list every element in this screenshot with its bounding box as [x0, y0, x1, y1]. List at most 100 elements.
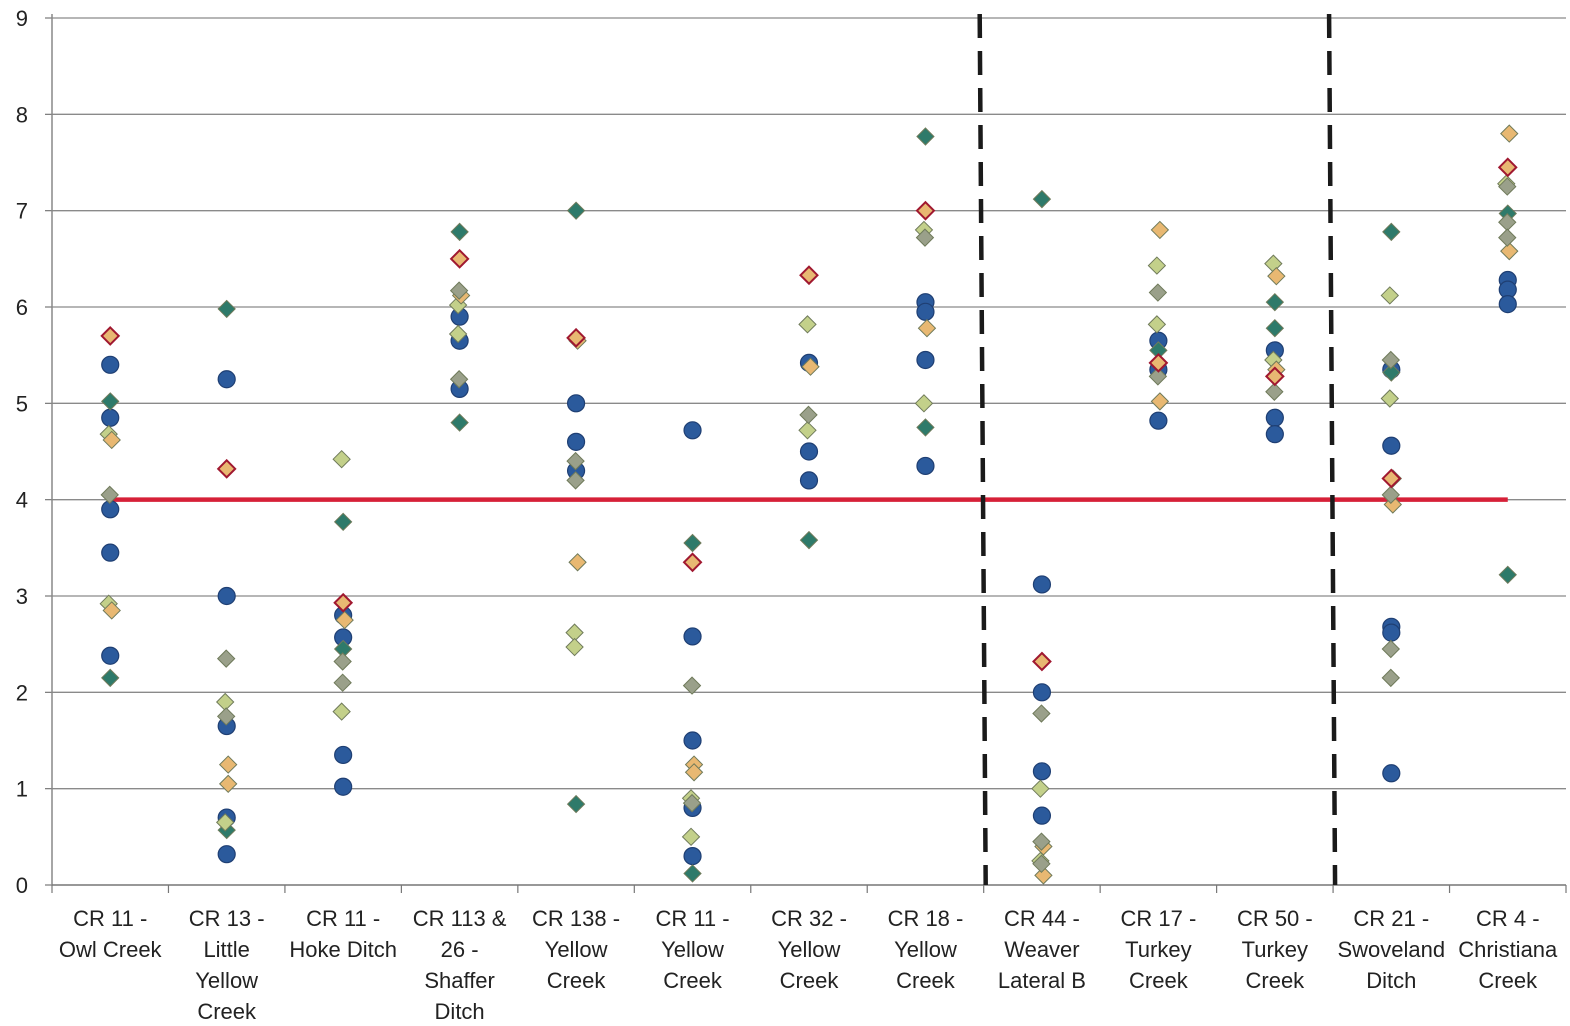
circle-point	[334, 745, 353, 765]
x-category-label: CR 32 - Yellow Creek	[771, 906, 847, 993]
diamond-point	[216, 458, 237, 479]
y-tick-label: 4	[16, 488, 28, 513]
y-axis: 0 1 2 3 4 5 6 7 8 9	[16, 6, 53, 898]
circle-point	[101, 543, 120, 562]
diamond-point	[799, 530, 819, 550]
y-tick-label: 3	[16, 584, 28, 609]
y-tick-label: 5	[16, 391, 28, 416]
circle-point	[334, 777, 353, 796]
diamond-point	[215, 692, 235, 712]
diamond-point	[333, 673, 352, 692]
x-category-label-line: Little	[203, 937, 249, 962]
x-axis: CR 11 - Owl Creek CR 13 - Little Yellow Creek…	[51, 884, 1567, 1024]
diamond-point	[100, 325, 121, 346]
diamond-point	[217, 299, 236, 319]
diamond-point	[799, 405, 818, 425]
group-separator-line	[1326, 13, 1338, 886]
circle-point	[683, 421, 702, 440]
group-separators	[977, 13, 1338, 886]
diamond-point	[682, 676, 702, 695]
circle-point	[101, 646, 120, 665]
circle-point	[1382, 436, 1401, 455]
diamond-point	[566, 327, 586, 348]
diamond-point	[1150, 392, 1170, 411]
y-tick-label: 9	[16, 6, 28, 31]
diamond-point	[1148, 352, 1169, 373]
diamond-point	[1032, 189, 1052, 209]
x-category-label-line: Christiana	[1458, 937, 1558, 962]
diamond-point	[917, 318, 937, 338]
diamond-point	[449, 248, 470, 269]
diamond-point	[1264, 366, 1285, 387]
diamond-point	[333, 512, 353, 532]
diamond-point	[218, 755, 238, 774]
diamond-point	[1267, 266, 1286, 286]
diamond-point	[1381, 668, 1401, 688]
x-category-label: CR 11 - Owl Creek	[59, 906, 163, 962]
x-category-label-line: Turkey	[1125, 937, 1191, 962]
circle-point	[1149, 411, 1168, 430]
diamond-point	[102, 430, 121, 450]
diamond-point	[1032, 832, 1051, 851]
diamond-point	[1265, 292, 1285, 312]
x-category-label-line: Hoke Ditch	[289, 937, 397, 962]
diamond-point	[332, 449, 351, 469]
x-category-label-line: Shaffer	[424, 968, 495, 993]
diamond-point	[1500, 241, 1519, 261]
diamond-point	[332, 702, 351, 721]
diamond-point	[333, 652, 352, 671]
diamond-point	[450, 413, 469, 432]
diamond-point	[1380, 286, 1400, 305]
x-category-label-line: CR 17 -	[1120, 906, 1196, 931]
diamond-point	[1381, 350, 1401, 370]
x-category-label-line: CR 50 -	[1237, 906, 1313, 931]
diamond-point	[1032, 651, 1052, 672]
diamond-point	[448, 324, 468, 344]
diamond-point	[914, 394, 934, 413]
x-category-label: CR 21 - Swoveland Ditch	[1337, 906, 1445, 993]
diamond-point	[215, 813, 235, 832]
diamond-point	[681, 827, 701, 847]
circle-point	[683, 627, 702, 646]
circle-point	[799, 471, 819, 490]
diamond-point	[801, 357, 820, 376]
diamond-point	[682, 552, 703, 573]
circle-point	[683, 731, 702, 750]
x-category-label-line: Yellow	[894, 937, 957, 962]
x-category-label-line: CR 44 -	[1004, 906, 1080, 931]
diamond-point	[566, 451, 585, 471]
diamond-point	[218, 774, 238, 794]
diamond-point	[1498, 228, 1517, 247]
gridlines	[52, 17, 1566, 790]
diamond-point	[915, 228, 935, 247]
diamond-point	[916, 418, 935, 437]
x-category-label: CR 18 - Yellow Creek	[888, 906, 964, 993]
y-tick-label: 7	[16, 199, 28, 224]
diamond-point	[565, 637, 584, 657]
x-category-label-line: Lateral B	[998, 968, 1086, 993]
diamond-point	[450, 222, 469, 242]
x-category-label: CR 11 - Hoke Ditch	[289, 906, 397, 962]
diamond-point	[449, 281, 469, 300]
diamond-point	[216, 649, 236, 668]
x-category-label-line: Creek	[197, 999, 257, 1024]
diamond-point	[1150, 220, 1170, 240]
circle-point	[217, 845, 236, 864]
diamond-point	[683, 533, 702, 553]
circle-point	[1382, 764, 1401, 783]
circle-point	[799, 442, 819, 461]
x-category-label: CR 113 & 26 - Shaffer Ditch	[413, 906, 507, 1024]
x-category-label-line: CR 113 &	[413, 906, 507, 931]
circle-point	[916, 456, 935, 476]
x-category-label-line: Ditch	[1366, 968, 1416, 993]
circle-point	[1032, 575, 1052, 594]
diamond-point	[1380, 389, 1400, 408]
x-category-label-line: CR 138 -	[532, 906, 620, 931]
x-category-label-line: Turkey	[1242, 937, 1308, 962]
x-category-label-line: Creek	[547, 968, 607, 993]
diamond-point	[684, 763, 704, 782]
x-category-label-line: Creek	[896, 968, 956, 993]
circle-point	[916, 302, 935, 321]
x-category-label: CR 13 - Little Yellow Creek	[189, 906, 265, 1024]
